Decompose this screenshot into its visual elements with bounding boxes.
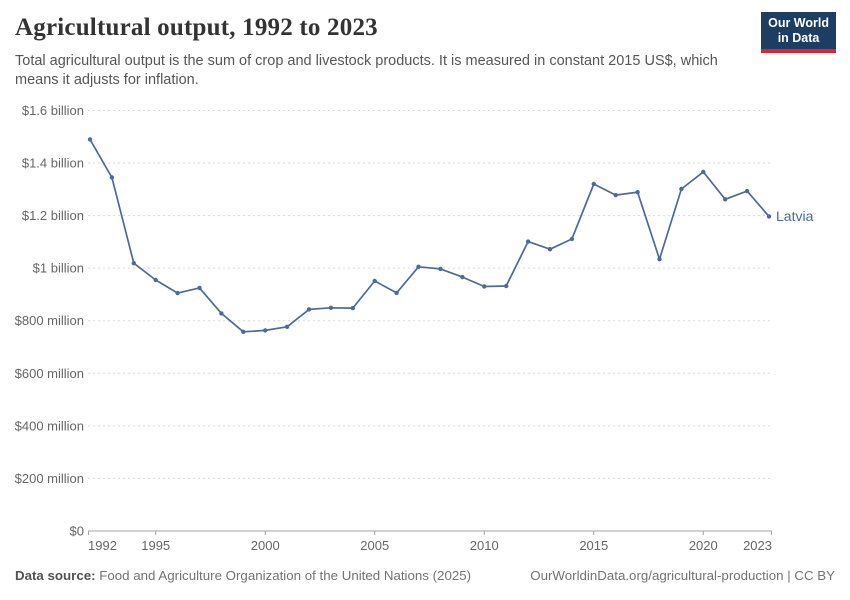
data-point[interactable]	[153, 277, 158, 283]
data-point[interactable]	[109, 175, 115, 180]
x-axis-label: 2015	[579, 538, 608, 553]
y-axis-label: $1.2 billion	[22, 208, 84, 223]
y-axis-label: $400 million	[15, 418, 84, 433]
chart-footer: Data source: Food and Agriculture Organi…	[0, 568, 850, 583]
data-point[interactable]	[547, 247, 553, 252]
owid-logo-line1: Our World	[768, 16, 829, 30]
y-axis-label: $1 billion	[33, 261, 84, 276]
data-point[interactable]	[525, 239, 531, 244]
data-point[interactable]	[372, 278, 377, 284]
credit-link[interactable]: OurWorldinData.org/agricultural-producti…	[530, 568, 835, 583]
data-point[interactable]	[394, 290, 399, 296]
data-point[interactable]	[284, 324, 290, 329]
owid-logo[interactable]: Our World in Data	[761, 12, 836, 53]
owid-logo-line2: in Data	[777, 31, 820, 45]
y-axis-label: $1.6 billion	[22, 103, 84, 118]
data-point[interactable]	[175, 290, 180, 296]
x-axis-label: 1992	[88, 538, 117, 553]
data-point[interactable]	[723, 197, 728, 202]
data-point[interactable]	[219, 311, 224, 316]
data-point[interactable]	[766, 214, 772, 219]
x-axis-label: 2020	[689, 538, 718, 553]
data-source: Data source: Food and Agriculture Organi…	[15, 568, 471, 583]
x-axis-label: 2005	[360, 538, 389, 553]
y-axis-label: $0	[70, 524, 84, 539]
data-point[interactable]	[504, 283, 509, 289]
data-point[interactable]	[482, 284, 487, 289]
data-point[interactable]	[613, 192, 618, 198]
x-axis-label: 2010	[470, 538, 499, 553]
data-point[interactable]	[701, 169, 706, 175]
page-title: Agricultural output, 1992 to 2023	[15, 14, 378, 41]
data-point[interactable]	[350, 305, 355, 311]
x-axis-label: 1995	[141, 538, 170, 553]
data-point[interactable]	[438, 266, 443, 272]
data-point[interactable]	[460, 274, 465, 280]
data-source-label: Data source:	[15, 568, 96, 583]
y-axis-label: $200 million	[15, 471, 84, 486]
y-axis-label: $1.4 billion	[22, 156, 84, 171]
data-point[interactable]	[131, 261, 136, 266]
y-axis-label: $600 million	[15, 366, 84, 381]
data-point[interactable]	[241, 329, 246, 334]
data-source-text: Food and Agriculture Organization of the…	[99, 568, 472, 583]
series-label-latvia[interactable]: Latvia	[776, 208, 814, 224]
x-axis-label: 2023	[743, 538, 772, 553]
latvia-line[interactable]	[89, 138, 770, 333]
data-point[interactable]	[87, 137, 93, 142]
data-point[interactable]	[416, 264, 421, 269]
data-point[interactable]	[679, 186, 684, 192]
data-point[interactable]	[328, 305, 334, 310]
data-point[interactable]	[569, 236, 575, 242]
data-point[interactable]	[263, 328, 268, 333]
y-axis-label: $800 million	[15, 313, 84, 328]
data-point[interactable]	[197, 285, 202, 291]
chart-subtitle: Total agricultural output is the sum of …	[15, 53, 718, 88]
data-point[interactable]	[744, 188, 750, 194]
data-point[interactable]	[635, 190, 640, 195]
data-point[interactable]	[657, 257, 662, 262]
data-point[interactable]	[591, 181, 596, 187]
data-point[interactable]	[306, 307, 312, 312]
x-axis-label: 2000	[251, 538, 280, 553]
